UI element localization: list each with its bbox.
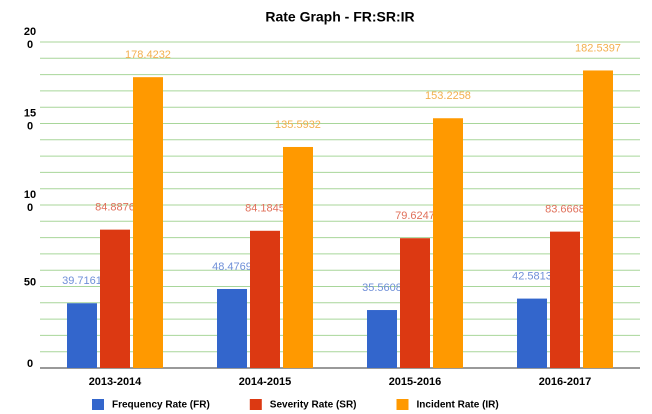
- y-tick-label: 15 0: [24, 107, 36, 132]
- data-label: 153.2258: [425, 90, 471, 102]
- data-label: 84.1845: [245, 203, 285, 215]
- bar: [100, 229, 130, 368]
- bar: [133, 77, 163, 369]
- legend-label: Incident Rate (IR): [417, 400, 499, 411]
- x-tick-label: 2014-2015: [239, 376, 292, 388]
- data-label: 39.7161: [62, 275, 102, 287]
- y-tick-label-line: 0: [27, 120, 33, 132]
- data-label: 178.4232: [125, 49, 171, 61]
- data-label: 48.4769: [212, 261, 252, 273]
- bar: [250, 230, 280, 368]
- data-label: 83.6668: [545, 204, 585, 216]
- bar: [283, 146, 313, 368]
- y-tick-label-line: 0: [27, 39, 33, 51]
- legend-label: Severity Rate (SR): [270, 400, 357, 411]
- y-tick-label: 0: [27, 358, 33, 370]
- data-label: 84.8876: [95, 202, 135, 214]
- chart-title: Rate Graph - FR:SR:IR: [265, 9, 414, 25]
- y-tick-label-line: 15: [24, 107, 36, 119]
- bar: [517, 298, 547, 368]
- legend-swatch: [249, 399, 262, 410]
- legend-label: Frequency Rate (FR): [112, 400, 210, 411]
- y-tick-label-line: 20: [24, 26, 36, 38]
- bar: [367, 310, 397, 368]
- data-label: 42.5813: [512, 270, 552, 282]
- y-tick-label-line: 10: [24, 189, 36, 201]
- bar: [217, 288, 247, 368]
- bar: [400, 238, 430, 368]
- data-label: 135.5932: [275, 119, 321, 131]
- y-tick-label: 20 0: [24, 26, 36, 51]
- x-tick-label: 2016-2017: [539, 376, 592, 388]
- bar: [550, 231, 580, 368]
- y-tick-label: 50: [24, 276, 36, 288]
- data-label: 182.5397: [575, 42, 621, 54]
- data-label: 35.5608: [362, 282, 402, 294]
- legend-swatch: [92, 399, 104, 410]
- y-tick-label-line: 0: [27, 202, 33, 214]
- y-tick-label: 10 0: [24, 189, 36, 214]
- data-label: 79.6247: [395, 210, 435, 222]
- bar: [67, 303, 97, 368]
- x-tick-label: 2013-2014: [89, 376, 142, 388]
- legend-swatch: [396, 399, 409, 410]
- bar: [433, 118, 463, 368]
- x-tick-label: 2015-2016: [389, 376, 442, 388]
- bar: [583, 70, 613, 368]
